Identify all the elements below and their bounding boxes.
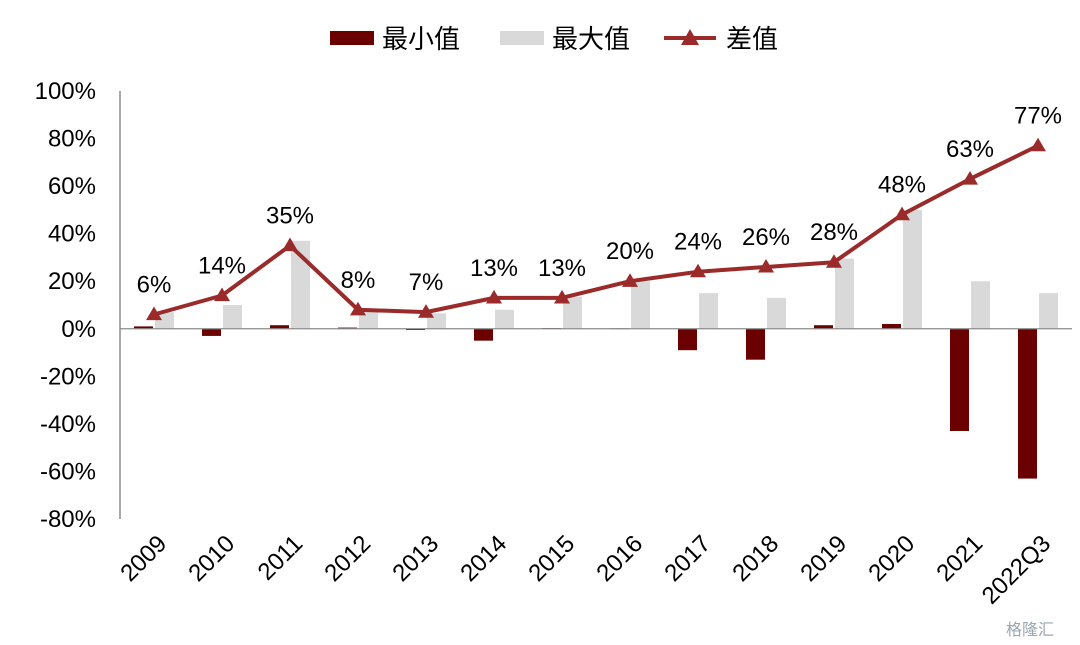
diff-data-label: 28% bbox=[810, 219, 858, 246]
max-bar-2021 bbox=[971, 281, 990, 329]
y-tick-label: 100% bbox=[35, 78, 96, 105]
x-tick-label: 2012 bbox=[319, 530, 376, 587]
diff-data-label: 77% bbox=[1014, 103, 1062, 130]
legend-item: 最大值 bbox=[500, 25, 630, 55]
diff-marker-2021 bbox=[962, 170, 978, 185]
diff-marker-2018 bbox=[758, 258, 774, 273]
diff-data-label: 14% bbox=[198, 252, 246, 279]
x-tick-label: 2011 bbox=[253, 530, 309, 586]
min-bar-2009 bbox=[134, 326, 153, 329]
min-bar-2010 bbox=[202, 328, 221, 336]
line-series: 6% 14% 35% 8% 7% 13% 13% 20% 24% 26% 28% 48% 63% 77% bbox=[137, 103, 1062, 321]
x-tick-label: 2020 bbox=[863, 530, 920, 587]
x-tick-label: 2015 bbox=[523, 530, 580, 587]
legend-item: 差值 bbox=[664, 25, 778, 55]
legend-marker bbox=[681, 29, 699, 45]
max-bar-2016 bbox=[631, 281, 650, 329]
watermark: 格隆汇 bbox=[1006, 620, 1054, 639]
y-tick-label: -40% bbox=[40, 411, 96, 438]
min-bar-2018 bbox=[746, 328, 765, 360]
y-tick-label: 0% bbox=[61, 316, 96, 343]
max-bar-2018 bbox=[767, 297, 786, 329]
legend-swatch bbox=[500, 31, 544, 45]
x-tick-label: 2016 bbox=[591, 530, 648, 587]
max-bar-2019 bbox=[835, 258, 854, 329]
y-tick-label: 20% bbox=[48, 268, 96, 295]
y-axis: 100% 80% 60% 40% 20% 0% -20% -40% -60% -80% bbox=[35, 78, 121, 533]
legend-item: 最小值 bbox=[330, 25, 460, 55]
diff-data-label: 13% bbox=[470, 255, 518, 282]
diff-marker-2019 bbox=[826, 254, 842, 268]
y-tick-label: -20% bbox=[40, 363, 96, 390]
diff-data-label: 24% bbox=[674, 229, 722, 256]
min-bar-2017 bbox=[678, 328, 697, 351]
diff-marker-2013 bbox=[418, 304, 434, 318]
legend-label: 最大值 bbox=[552, 25, 630, 55]
max-bar-2011 bbox=[291, 240, 310, 329]
diff-data-label: 20% bbox=[606, 238, 654, 265]
x-tick-label: 2021 bbox=[931, 530, 988, 587]
diff-marker-2012 bbox=[350, 301, 366, 316]
diff-marker-2015 bbox=[554, 289, 570, 304]
diff-marker-2011 bbox=[282, 237, 298, 252]
y-tick-label: -80% bbox=[40, 506, 96, 533]
diff-marker-2020 bbox=[894, 206, 910, 221]
y-tick-label: 80% bbox=[48, 126, 96, 153]
watermark-text: 格隆汇 bbox=[1006, 620, 1054, 639]
x-tick-label: 2013 bbox=[387, 530, 444, 587]
min-bar-2011 bbox=[270, 325, 289, 329]
diff-data-label: 63% bbox=[946, 136, 994, 163]
diff-marker-2016 bbox=[622, 273, 638, 287]
legend-label: 最小值 bbox=[382, 25, 460, 55]
diff-marker-2022Q3 bbox=[1030, 137, 1046, 152]
x-tick-label: 2010 bbox=[183, 530, 240, 587]
x-tick-label: 2019 bbox=[795, 530, 852, 587]
diff-data-label: 48% bbox=[878, 172, 926, 199]
x-tick-label: 2009 bbox=[115, 530, 172, 587]
max-bar-2022Q3 bbox=[1039, 293, 1058, 329]
min-bar-2021 bbox=[950, 328, 969, 432]
x-tick-label: 2017 bbox=[659, 530, 716, 587]
diff-data-label: 8% bbox=[341, 267, 376, 294]
y-tick-label: -60% bbox=[40, 458, 96, 485]
diff-data-label: 13% bbox=[538, 255, 586, 282]
max-bar-2014 bbox=[495, 309, 514, 329]
diff-data-label: 6% bbox=[137, 272, 172, 299]
x-tick-label: 2022Q3 bbox=[977, 530, 1056, 609]
min-bar-2020 bbox=[882, 324, 901, 329]
y-tick-label: 60% bbox=[48, 173, 96, 200]
max-bar-2017 bbox=[699, 293, 718, 329]
x-tick-label: 2018 bbox=[727, 530, 784, 587]
x-tick-label: 2014 bbox=[455, 530, 512, 587]
diff-data-label: 35% bbox=[266, 203, 314, 230]
diff-line bbox=[153, 143, 1039, 317]
diff-data-label: 7% bbox=[409, 269, 444, 296]
diff-marker-2009 bbox=[146, 306, 162, 321]
y-tick-label: 40% bbox=[48, 221, 96, 248]
legend-label: 差值 bbox=[726, 25, 778, 55]
x-axis: 2009 2010 2011 2012 2013 2014 2015 2016 2017 2018… bbox=[115, 328, 1072, 610]
diff-marker-2014 bbox=[486, 289, 502, 304]
diff-marker-2010 bbox=[214, 287, 230, 302]
bars bbox=[134, 209, 1058, 479]
min-bar-2022Q3 bbox=[1018, 328, 1037, 479]
min-bar-2014 bbox=[474, 328, 493, 341]
max-bar-2010 bbox=[223, 305, 242, 329]
legend-swatch bbox=[330, 31, 374, 45]
min-bar-2019 bbox=[814, 325, 833, 329]
legend: 最小值 最大值 差值 bbox=[330, 25, 778, 55]
diff-marker-2017 bbox=[690, 263, 706, 278]
max-bar-2020 bbox=[903, 209, 922, 329]
diff-data-label: 26% bbox=[742, 224, 790, 251]
max-bar-2015 bbox=[563, 296, 582, 329]
